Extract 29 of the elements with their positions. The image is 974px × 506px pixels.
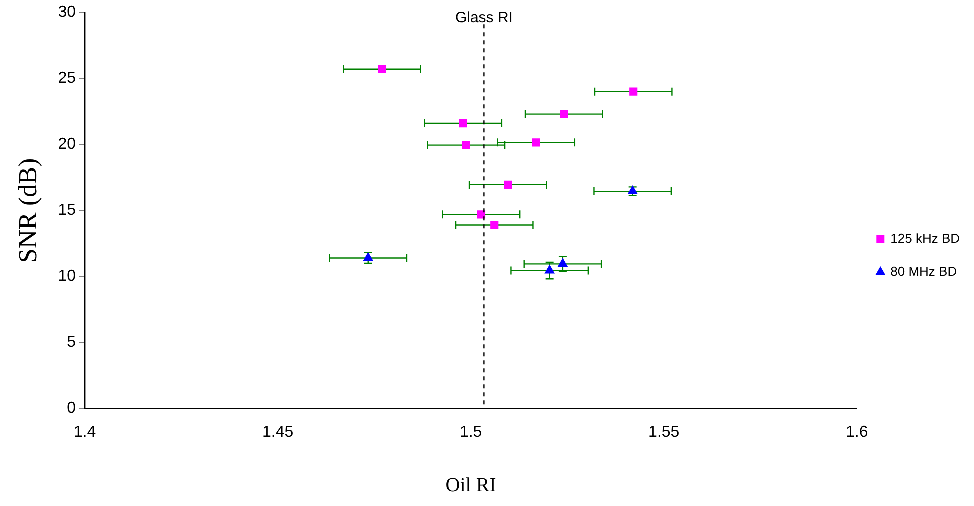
x-tick-label: 1.5 <box>460 424 482 441</box>
point <box>532 138 540 147</box>
legend-label: 80 MHz BD <box>890 264 958 280</box>
y-tick-label: 10 <box>58 268 76 286</box>
point <box>477 210 486 219</box>
y-tick-label: 30 <box>58 4 76 22</box>
y-tick-label: 15 <box>58 202 76 220</box>
point <box>459 120 468 128</box>
point <box>544 265 555 274</box>
point <box>504 180 512 189</box>
y-tick-label: 20 <box>58 136 76 154</box>
x-tick-label: 1.6 <box>846 424 868 441</box>
point <box>364 252 374 262</box>
point <box>560 110 568 118</box>
x-axis-title: Oil RI <box>446 474 496 496</box>
point <box>490 221 499 230</box>
y-tick-label: 0 <box>67 400 76 418</box>
point <box>462 141 470 150</box>
legend-label: 125 kHz BD <box>890 231 960 246</box>
y-tick-label: 25 <box>58 70 76 88</box>
x-tick-label: 1.4 <box>74 424 96 441</box>
y-axis-title: SNR (dB) <box>13 158 42 264</box>
point <box>558 258 568 268</box>
x-tick-label: 1.55 <box>648 424 680 441</box>
ref-line-label: Glass RI <box>455 10 513 27</box>
y-tick-label: 5 <box>67 334 76 352</box>
point <box>378 65 386 74</box>
x-tick-label: 1.45 <box>262 424 294 441</box>
point <box>630 88 638 96</box>
